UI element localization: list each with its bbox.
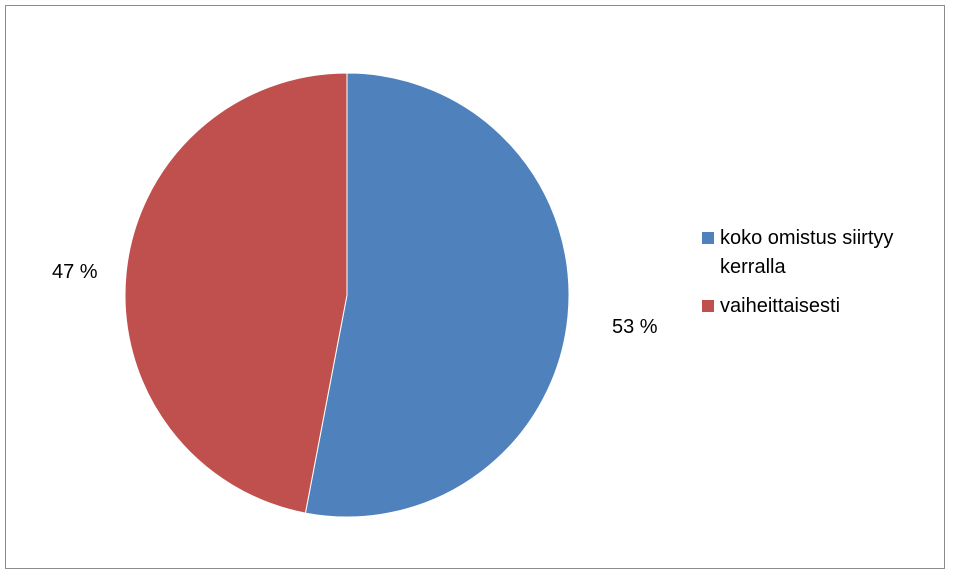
pie-slice-0	[304, 72, 570, 518]
data-label-vaiheittaisesti: 47 %	[52, 261, 98, 283]
pie-slice-1	[124, 72, 348, 514]
legend-item-vaiheittaisesti: vaiheittaisesti	[702, 292, 942, 321]
data-label-koko-omistus: 53 %	[612, 316, 658, 338]
legend-label: koko omistus siirtyy kerralla	[720, 227, 894, 278]
legend-swatch-blue	[702, 232, 714, 244]
legend-label: vaiheittaisesti	[720, 295, 841, 317]
legend-swatch-red	[702, 300, 714, 312]
legend-item-koko-omistus: koko omistus siirtyy kerralla	[702, 224, 942, 282]
legend: koko omistus siirtyy kerralla vaiheittai…	[702, 224, 942, 331]
